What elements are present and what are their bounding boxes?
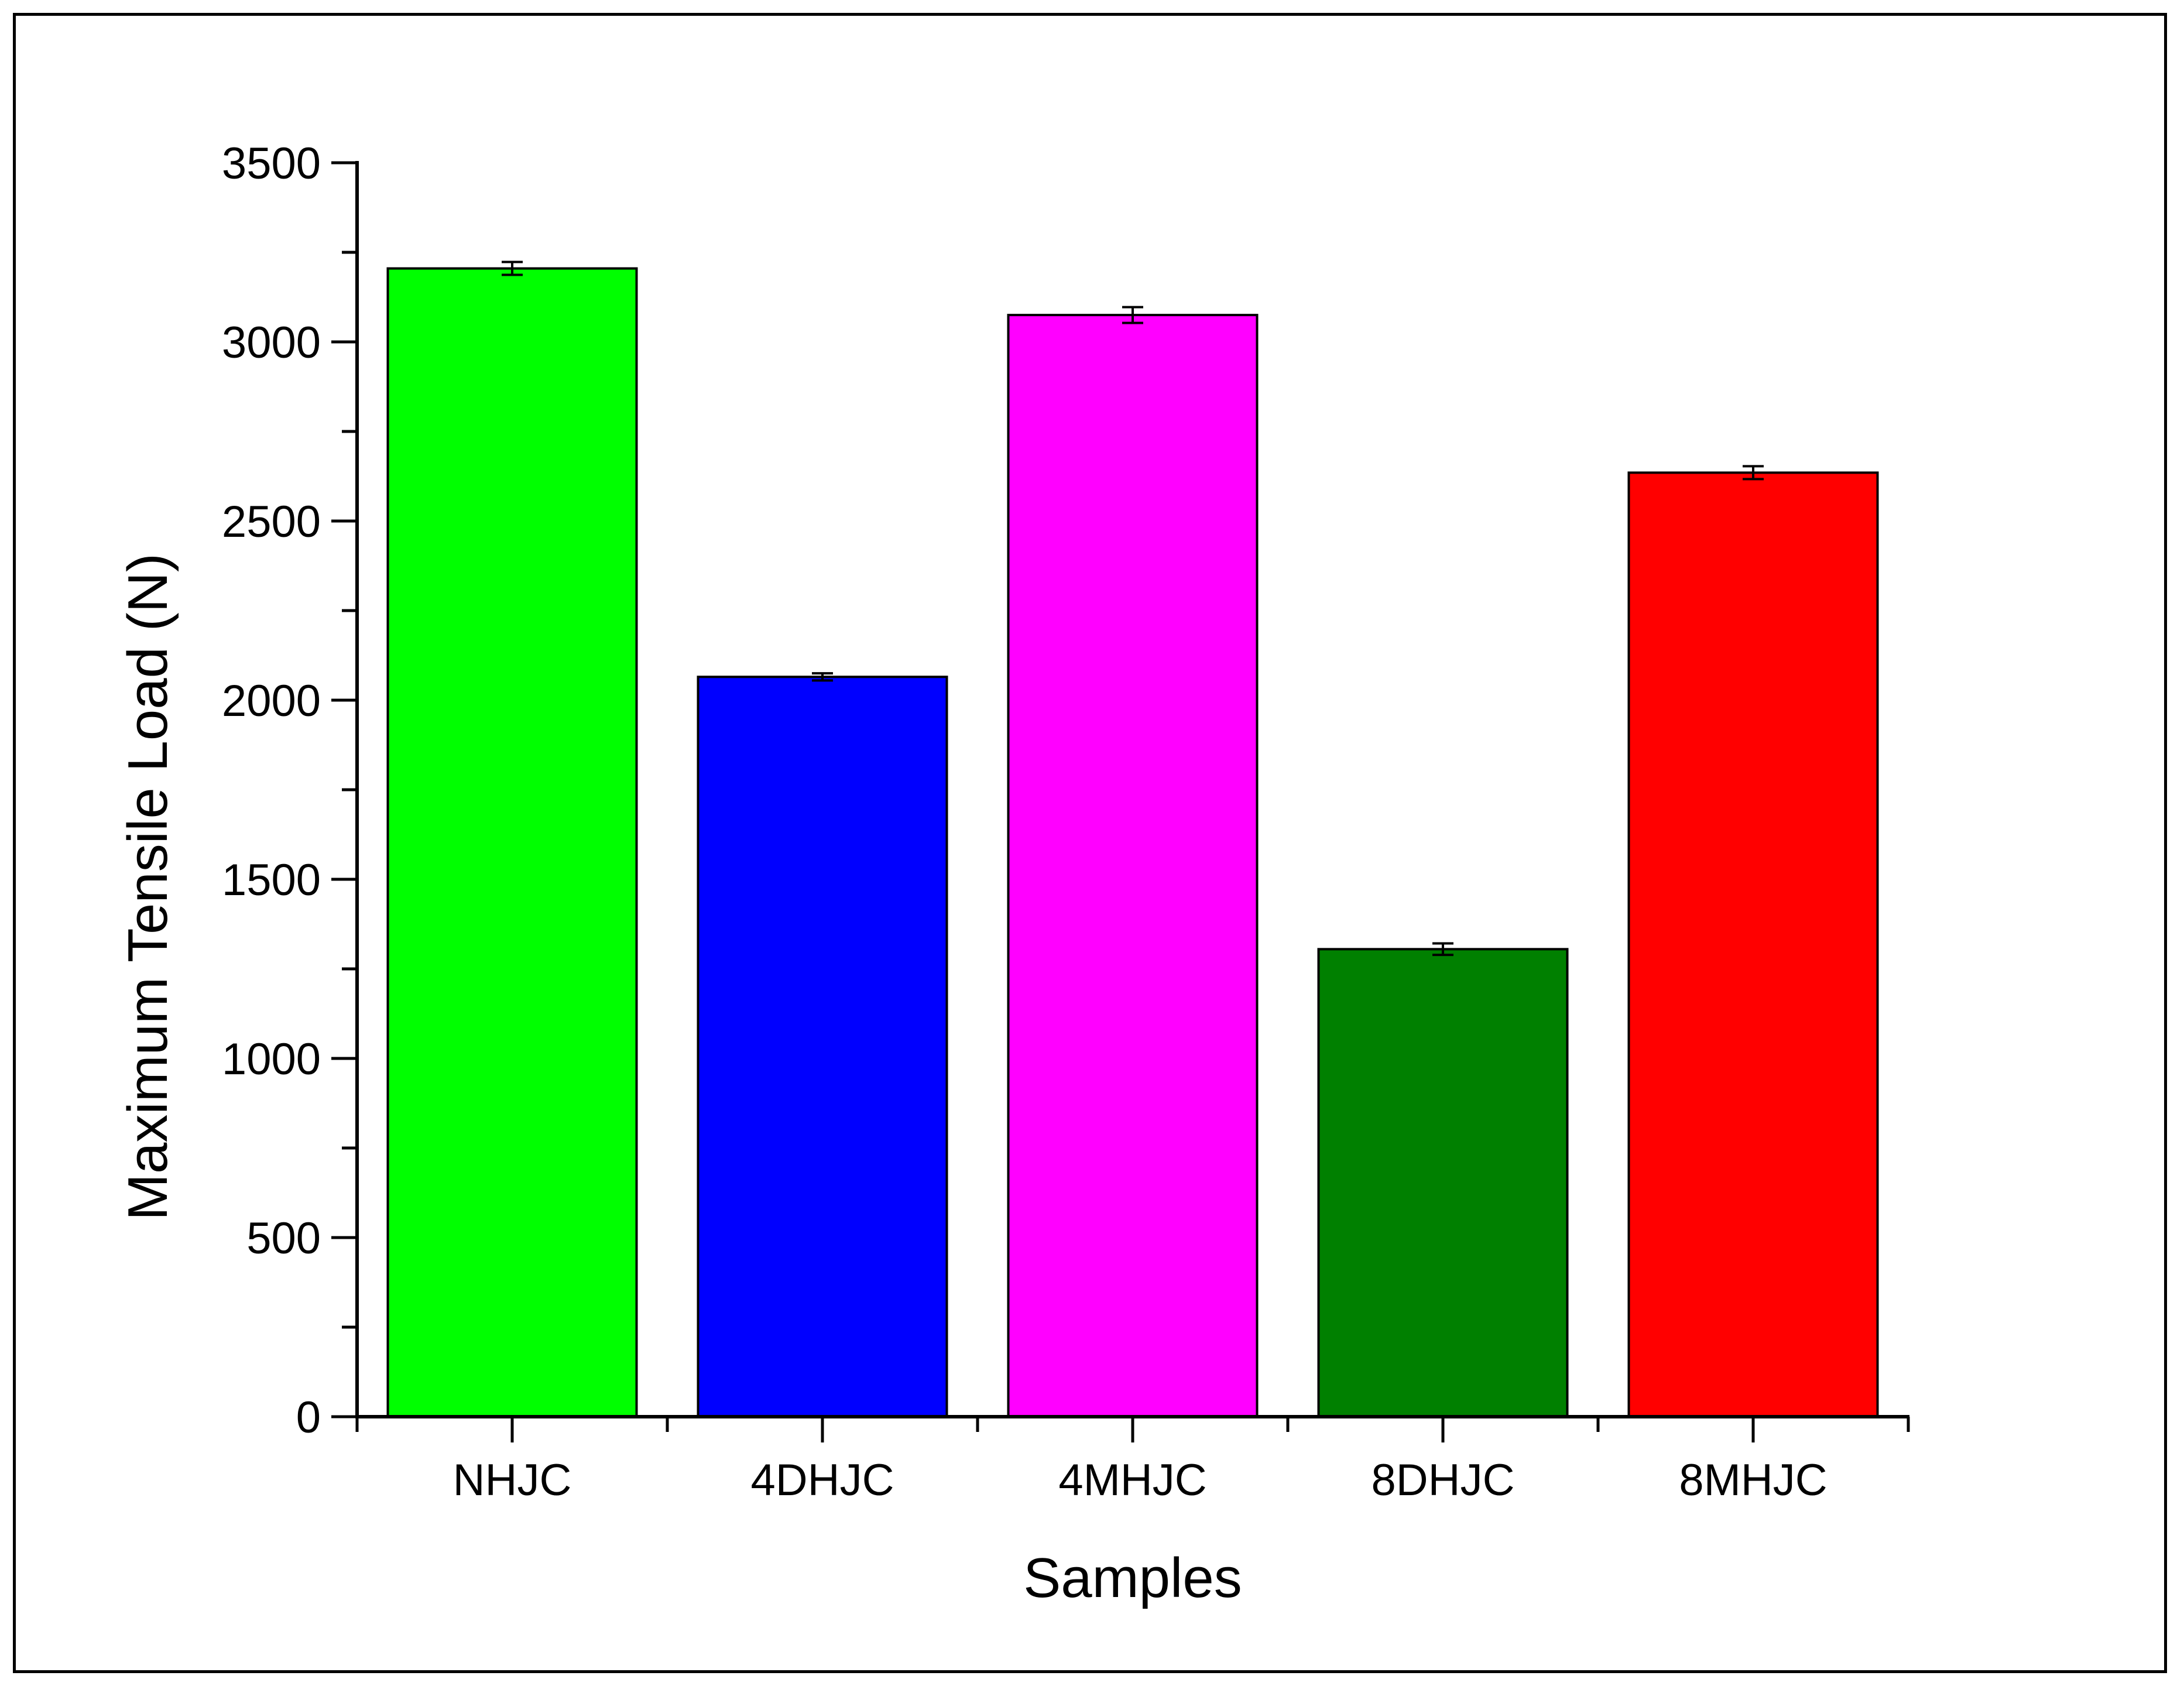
error-bar-4mhjc xyxy=(1122,306,1143,324)
error-bar-4dhjc xyxy=(812,672,833,682)
bar-4dhjc xyxy=(697,676,948,1418)
bar-nhjc xyxy=(386,267,638,1418)
y-tick-label: 0 xyxy=(296,1393,321,1442)
bars-group xyxy=(386,267,1879,1418)
error-bar-8mhjc xyxy=(1743,465,1764,481)
y-axis-title: Maximum Tensile Load (N) xyxy=(116,553,179,1221)
error-bar-nhjc xyxy=(502,261,523,276)
y-tick-label: 1500 xyxy=(222,855,321,905)
error-bars-group xyxy=(502,261,1764,957)
x-axis-title: Samples xyxy=(1023,1547,1242,1609)
y-tick-label: 500 xyxy=(246,1214,321,1263)
y-tick-label: 3500 xyxy=(222,139,321,189)
bar-8dhjc xyxy=(1317,948,1569,1418)
x-tick-label-nhjc: NHJC xyxy=(453,1455,572,1505)
bar-4mhjc xyxy=(1007,314,1259,1418)
bar-8mhjc xyxy=(1627,471,1879,1418)
y-tick-label: 3000 xyxy=(222,318,321,368)
y-tick-label: 1000 xyxy=(222,1034,321,1084)
y-tick-label: 2000 xyxy=(222,676,321,726)
x-tick-label-4mhjc: 4MHJC xyxy=(1058,1455,1206,1505)
y-tick-label: 2500 xyxy=(222,497,321,547)
x-axis-ticks: NHJC 4DHJC 4MHJC 8DHJC 8MHJC xyxy=(355,1417,1910,1505)
y-axis-ticks: 0 500 1000 1500 2000 2500 3000 3500 xyxy=(222,139,357,1442)
x-tick-label-8dhjc: 8DHJC xyxy=(1372,1455,1515,1505)
x-tick-label-4dhjc: 4DHJC xyxy=(751,1455,894,1505)
error-bar-8dhjc xyxy=(1432,942,1453,957)
x-tick-label-8mhjc: 8MHJC xyxy=(1679,1455,1827,1505)
